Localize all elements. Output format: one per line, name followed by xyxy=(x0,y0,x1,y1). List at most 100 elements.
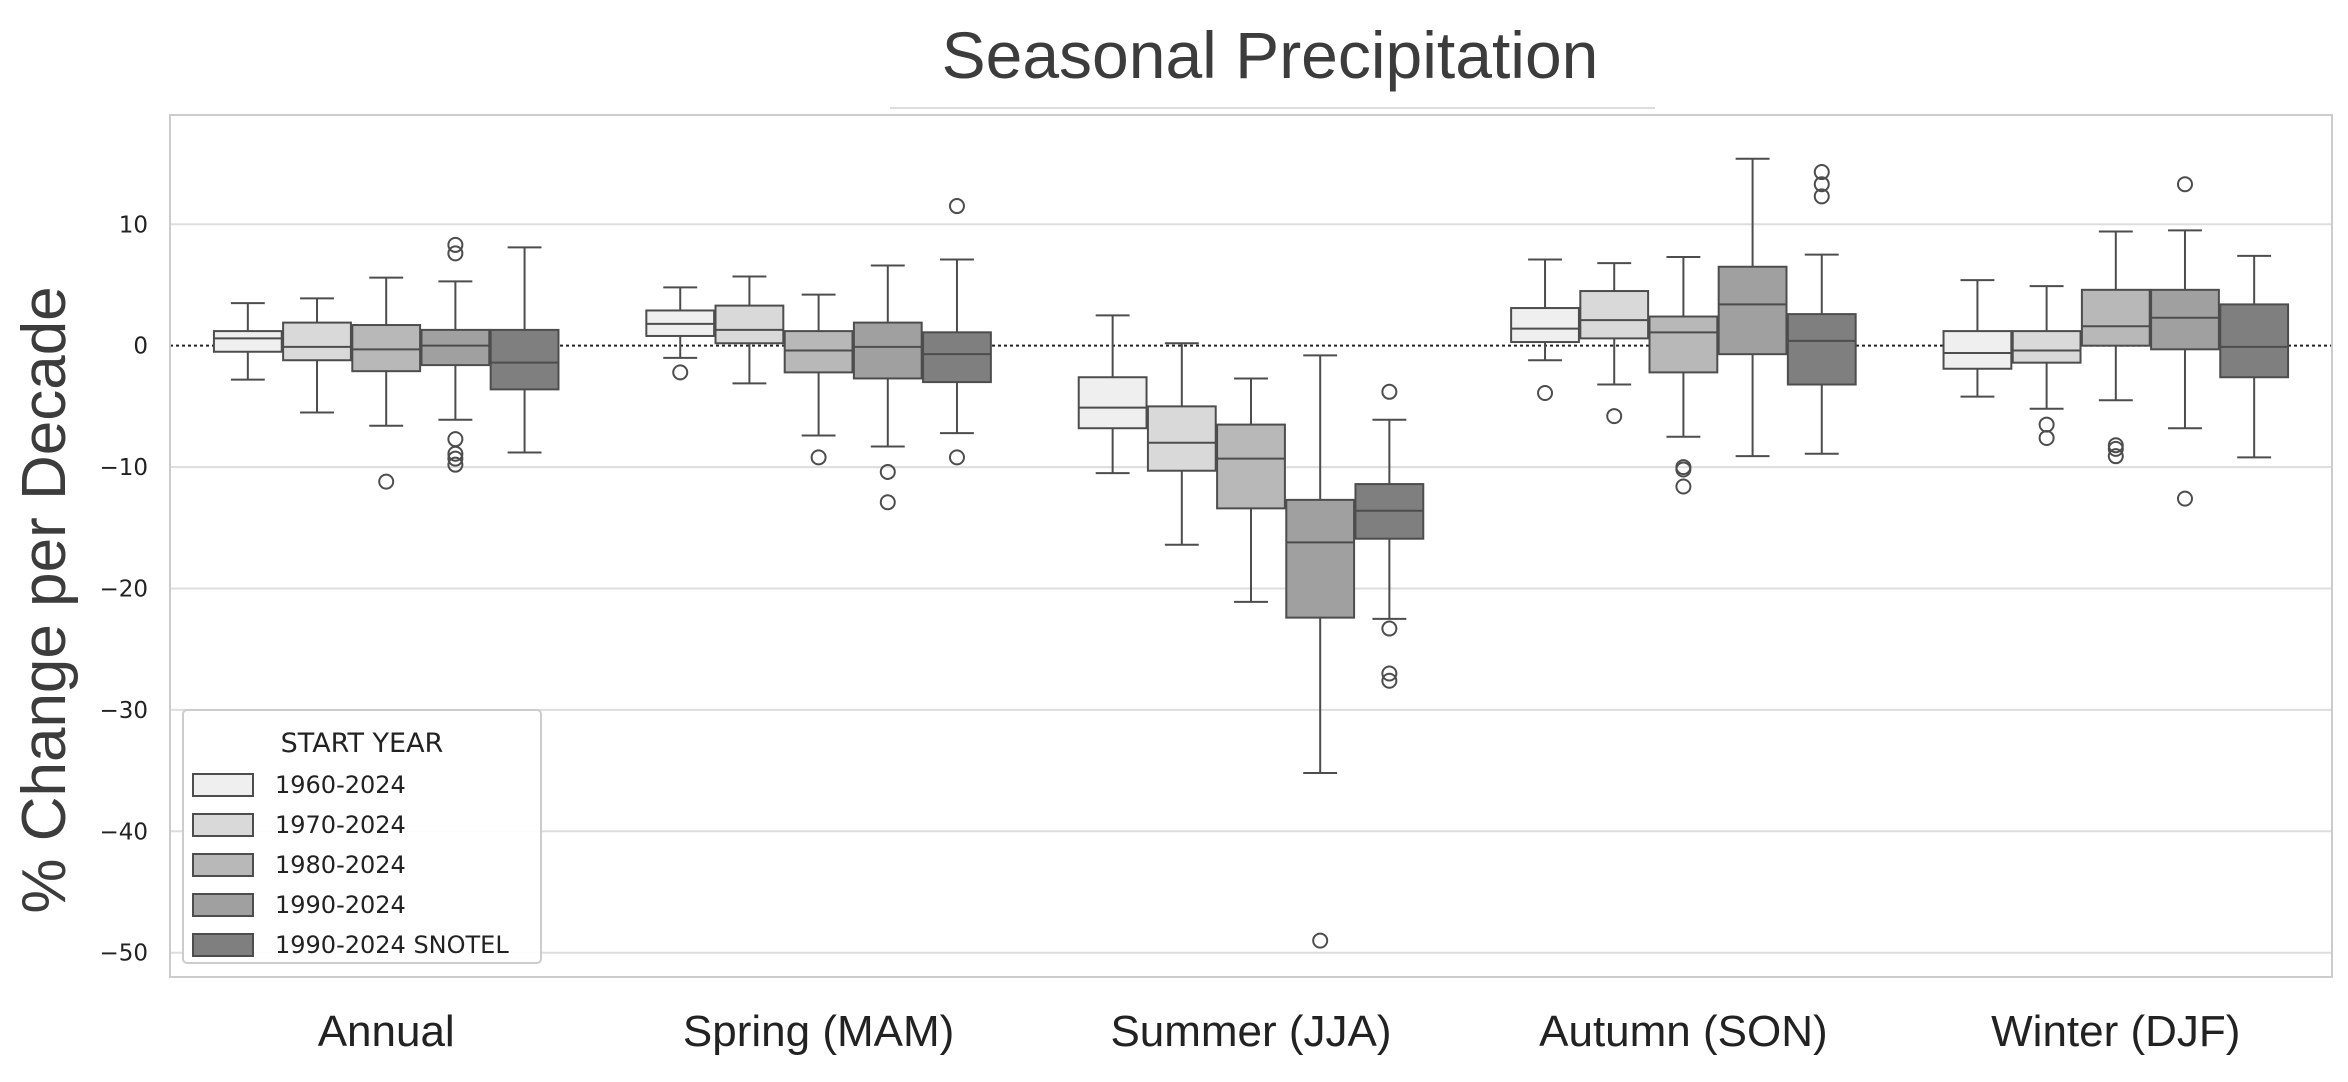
outlier-point xyxy=(672,364,689,381)
outlier-point xyxy=(2107,440,2124,457)
legend-box xyxy=(182,709,542,964)
box-iqr xyxy=(1285,498,1356,619)
outlier-point xyxy=(378,473,395,490)
box-iqr xyxy=(852,321,923,380)
outlier-point xyxy=(1675,461,1692,478)
box-iqr xyxy=(212,330,283,353)
x-category-label: Annual xyxy=(318,1007,455,1056)
outlier-point xyxy=(879,463,896,480)
box-4-2 xyxy=(2080,230,2151,465)
box-iqr xyxy=(1077,376,1148,430)
box-iqr xyxy=(1717,265,1788,356)
legend-swatch xyxy=(192,853,254,877)
outlier-point xyxy=(1381,672,1398,689)
outlier-point xyxy=(1813,188,1830,205)
box-4-1 xyxy=(2011,285,2082,446)
outlier-point xyxy=(2176,176,2193,193)
box-3-0 xyxy=(1510,258,1580,402)
box-iqr xyxy=(2219,303,2290,379)
box-4-4 xyxy=(2219,254,2290,459)
box-0-1 xyxy=(282,297,352,414)
legend: START YEAR 1960-2024 1970-2024 1980-2024 199… xyxy=(182,709,542,964)
legend-title: START YEAR xyxy=(281,728,444,759)
y-axis-ticks: 10 0 −10 −20 −30 −40 −50 xyxy=(99,212,148,966)
x-category-label: Spring (MAM) xyxy=(683,1007,954,1056)
box-0-4 xyxy=(489,246,560,454)
box-1-0 xyxy=(645,286,716,381)
chart-title: Seasonal Precipitation xyxy=(942,18,1599,92)
box-iqr xyxy=(2150,288,2220,351)
legend-entry-label: 1960-2024 xyxy=(275,771,406,799)
box-1-1 xyxy=(714,275,785,385)
outlier-point xyxy=(2038,429,2055,446)
x-axis-categories: Annual Spring (MAM) Summer (JJA) Autumn (SO… xyxy=(318,1007,2241,1056)
box-iqr xyxy=(282,321,352,362)
legend-swatch xyxy=(192,773,254,797)
box-iqr xyxy=(1648,315,1719,374)
box-iqr xyxy=(1942,330,2013,370)
box-0-0 xyxy=(212,302,283,381)
box-4-0 xyxy=(1942,279,2013,398)
box-iqr xyxy=(1579,290,1650,340)
box-1-4 xyxy=(922,198,992,466)
y-tick-label: −30 xyxy=(99,698,148,724)
box-2-4 xyxy=(1354,383,1425,689)
y-tick-label: −40 xyxy=(99,819,148,845)
box-1-3 xyxy=(852,264,923,511)
outlier-point xyxy=(1813,164,1830,181)
outlier-point xyxy=(1381,383,1398,400)
outlier-point xyxy=(447,431,464,448)
box-plots xyxy=(212,157,2290,949)
box-2-2 xyxy=(1216,377,1286,603)
box-2-1 xyxy=(1146,342,1217,546)
y-tick-label: 10 xyxy=(119,212,148,238)
outlier-point xyxy=(1813,176,1830,193)
legend-swatch xyxy=(192,933,254,957)
box-iqr xyxy=(1146,405,1217,472)
box-iqr xyxy=(420,328,491,367)
outlier-point xyxy=(1606,408,1623,425)
x-category-label: Autumn (SON) xyxy=(1539,1007,1828,1056)
box-iqr xyxy=(1786,313,1857,386)
legend-entry-label: 1970-2024 xyxy=(275,811,406,839)
box-iqr xyxy=(922,331,992,384)
outlier-point xyxy=(948,449,965,466)
box-iqr xyxy=(2011,330,2082,364)
y-tick-label: −20 xyxy=(99,576,148,602)
legend-swatch xyxy=(192,813,254,837)
outlier-point xyxy=(2038,416,2055,433)
legend-entry-label: 1990-2024 xyxy=(275,891,406,919)
outlier-point xyxy=(1312,932,1329,949)
y-tick-label: 0 xyxy=(133,334,148,360)
outlier-point xyxy=(948,198,965,215)
box-iqr xyxy=(1216,423,1286,510)
y-tick-label: −10 xyxy=(99,455,148,481)
outlier-point xyxy=(1675,478,1692,495)
plot-frame xyxy=(169,114,2333,978)
box-2-3 xyxy=(1285,354,1356,949)
box-3-4 xyxy=(1786,164,1857,455)
y-axis-label: % Change per Decade xyxy=(10,286,79,913)
x-category-label: Summer (JJA) xyxy=(1110,1007,1391,1056)
box-3-3 xyxy=(1717,157,1788,458)
x-category-label: Winter (DJF) xyxy=(1991,1007,2240,1056)
box-iqr xyxy=(489,328,560,391)
box-3-2 xyxy=(1648,256,1719,495)
outlier-point xyxy=(1537,385,1554,402)
box-iqr xyxy=(2080,288,2151,347)
box-iqr xyxy=(783,330,854,374)
box-0-3 xyxy=(420,236,491,473)
box-2-0 xyxy=(1077,314,1148,475)
outlier-point xyxy=(447,236,464,253)
outlier-point xyxy=(447,245,464,262)
outlier-point xyxy=(447,445,464,462)
outlier-point xyxy=(2107,448,2124,465)
outlier-point xyxy=(447,456,464,473)
box-0-2 xyxy=(351,276,422,490)
legend-entry-label: 1980-2024 xyxy=(275,851,406,879)
outlier-point xyxy=(2176,490,2193,507)
box-iqr xyxy=(714,304,785,345)
y-tick-label: −50 xyxy=(99,941,148,967)
outlier-point xyxy=(1381,665,1398,682)
